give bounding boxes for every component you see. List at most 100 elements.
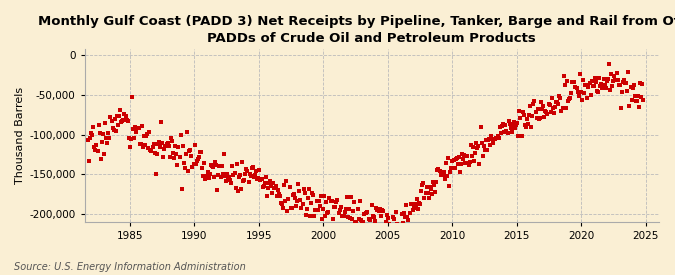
Point bbox=[486, 133, 497, 138]
Point bbox=[124, 136, 134, 140]
Point bbox=[435, 173, 446, 177]
Point bbox=[167, 150, 178, 155]
Point bbox=[463, 162, 474, 167]
Point bbox=[416, 189, 427, 194]
Point bbox=[519, 123, 530, 128]
Point bbox=[574, 72, 585, 76]
Point bbox=[228, 173, 239, 177]
Point bbox=[232, 188, 243, 193]
Point bbox=[238, 178, 248, 183]
Point bbox=[492, 134, 503, 138]
Point bbox=[618, 80, 628, 84]
Point bbox=[294, 189, 304, 193]
Point bbox=[364, 217, 375, 222]
Point bbox=[223, 175, 234, 179]
Point bbox=[264, 181, 275, 185]
Point bbox=[358, 220, 369, 225]
Point bbox=[306, 201, 317, 205]
Point bbox=[398, 211, 409, 216]
Point bbox=[277, 206, 288, 210]
Point bbox=[417, 182, 428, 187]
Point bbox=[327, 217, 338, 221]
Point bbox=[248, 174, 259, 179]
Point bbox=[627, 86, 638, 90]
Point bbox=[117, 118, 128, 123]
Point bbox=[176, 187, 187, 191]
Point bbox=[111, 114, 122, 118]
Point bbox=[186, 153, 197, 158]
Point bbox=[225, 177, 236, 182]
Point bbox=[540, 109, 551, 114]
Point bbox=[184, 148, 194, 153]
Point bbox=[261, 175, 271, 179]
Point bbox=[584, 81, 595, 85]
Point bbox=[116, 120, 127, 124]
Point bbox=[439, 170, 450, 174]
Point bbox=[515, 116, 526, 120]
Point bbox=[178, 161, 189, 166]
Point bbox=[497, 121, 508, 126]
Point bbox=[466, 154, 477, 158]
Point bbox=[421, 185, 432, 190]
Point bbox=[567, 80, 578, 84]
Point bbox=[572, 90, 583, 94]
Point bbox=[308, 193, 319, 197]
Point bbox=[214, 164, 225, 168]
Point bbox=[484, 137, 495, 141]
Point bbox=[126, 137, 136, 142]
Point bbox=[227, 164, 238, 169]
Point bbox=[243, 180, 254, 184]
Point bbox=[425, 185, 435, 189]
Point bbox=[292, 198, 302, 203]
Point bbox=[594, 76, 605, 80]
Point bbox=[334, 211, 345, 215]
Point bbox=[462, 161, 473, 165]
Point bbox=[241, 167, 252, 171]
Point bbox=[607, 84, 618, 88]
Point bbox=[192, 157, 203, 162]
Point bbox=[131, 130, 142, 134]
Point bbox=[295, 198, 306, 202]
Point bbox=[374, 209, 385, 213]
Point bbox=[623, 70, 634, 75]
Point bbox=[335, 208, 346, 212]
Point bbox=[255, 177, 266, 182]
Point bbox=[367, 213, 378, 218]
Point bbox=[360, 211, 371, 216]
Point bbox=[362, 210, 373, 214]
Point bbox=[425, 187, 436, 191]
Point bbox=[140, 134, 151, 139]
Point bbox=[555, 95, 566, 100]
Point bbox=[280, 199, 291, 203]
Point bbox=[581, 83, 592, 87]
Point bbox=[452, 162, 463, 166]
Point bbox=[282, 209, 293, 214]
Point bbox=[288, 193, 298, 198]
Point bbox=[157, 141, 167, 145]
Point bbox=[414, 200, 425, 205]
Point bbox=[376, 213, 387, 218]
Point bbox=[118, 117, 129, 122]
Point bbox=[593, 89, 603, 94]
Point bbox=[356, 220, 367, 225]
Point bbox=[300, 213, 311, 217]
Point bbox=[111, 128, 122, 133]
Point bbox=[630, 94, 641, 98]
Point bbox=[320, 214, 331, 218]
Point bbox=[234, 175, 244, 179]
Point bbox=[183, 169, 194, 173]
Point bbox=[236, 186, 246, 191]
Point bbox=[551, 100, 562, 104]
Point bbox=[562, 99, 573, 103]
Point bbox=[218, 152, 229, 156]
Point bbox=[556, 109, 567, 114]
Point bbox=[446, 166, 457, 170]
Point bbox=[311, 199, 322, 204]
Point bbox=[212, 187, 223, 192]
Point bbox=[99, 152, 109, 156]
Point bbox=[412, 207, 423, 211]
Point bbox=[205, 163, 216, 167]
Point bbox=[246, 166, 257, 170]
Point bbox=[583, 85, 594, 89]
Point bbox=[474, 162, 485, 166]
